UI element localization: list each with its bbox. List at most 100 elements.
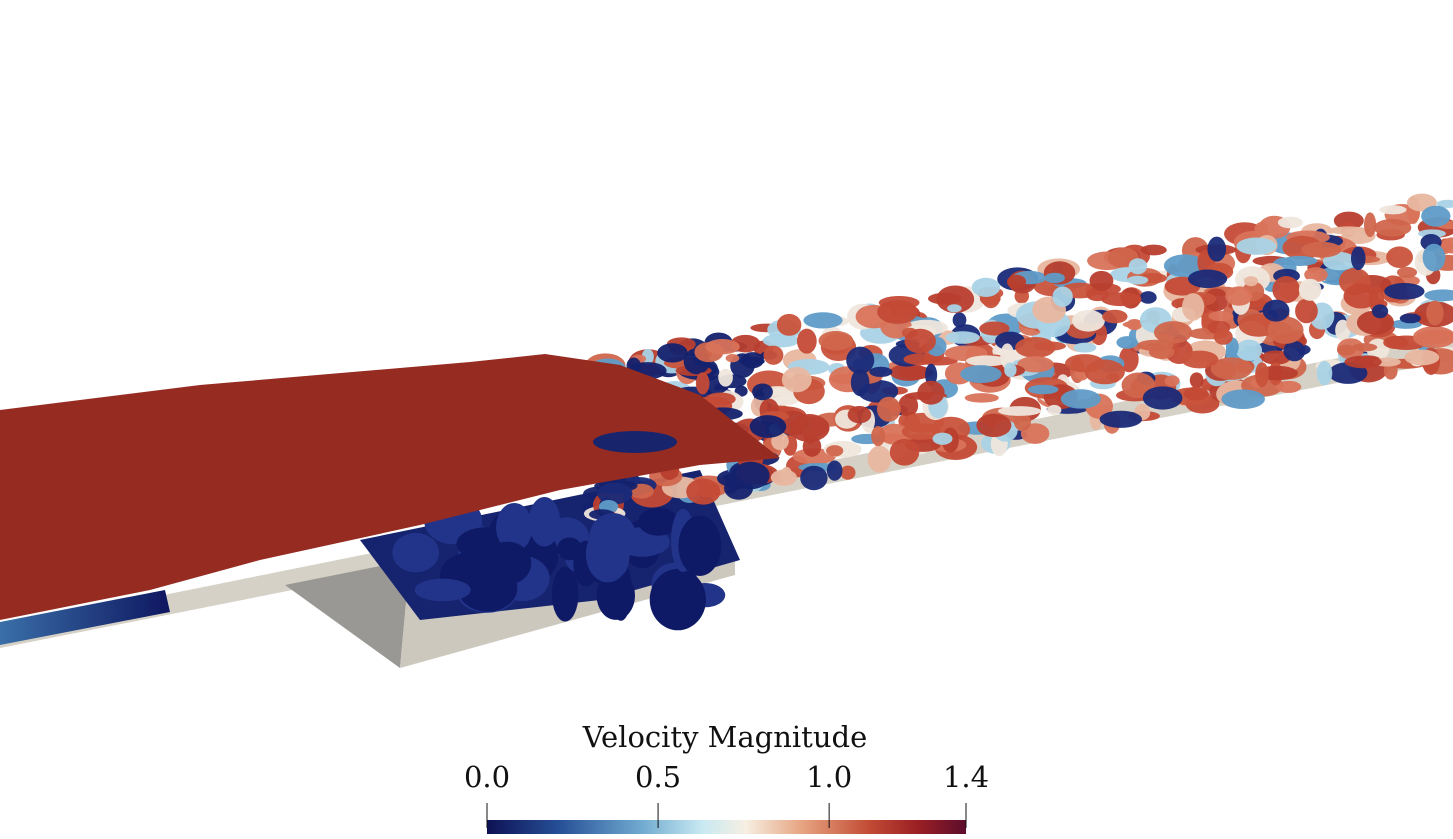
vortex-blob — [695, 372, 710, 395]
vortex-blob — [1426, 300, 1444, 326]
vortex-blob — [826, 445, 844, 457]
vortex-blob — [1371, 304, 1389, 319]
vortex-blob — [1295, 298, 1318, 324]
vortex-blob — [770, 469, 798, 486]
vortex-blob — [1017, 356, 1054, 373]
vortex-blob — [1128, 258, 1148, 275]
vortex-blob — [802, 436, 822, 457]
vortex-blob — [966, 355, 1008, 367]
vortex-blob — [976, 413, 1012, 438]
vortex-blob — [1180, 350, 1219, 369]
vortex-blob — [1436, 199, 1453, 208]
vortex-blob — [597, 482, 633, 505]
vortex-blob — [901, 423, 941, 440]
vortex-blob — [1421, 205, 1451, 227]
colorbar — [487, 820, 966, 834]
vortex-blob — [1333, 211, 1364, 230]
vortex-blob — [763, 345, 784, 365]
sheet-hole — [593, 431, 677, 453]
vortex-blob — [1322, 251, 1357, 271]
vortex-blob — [657, 343, 688, 363]
vortex-blob — [1153, 321, 1193, 344]
vortex-blob — [585, 525, 630, 583]
vortex-blob — [1404, 349, 1440, 366]
vortex-blob — [678, 515, 722, 576]
vortex-blob — [932, 432, 953, 445]
vortex-blob — [1101, 292, 1142, 307]
vortex-blob — [1277, 216, 1303, 229]
vortex-blob — [947, 304, 962, 313]
vortex-blob — [1140, 244, 1167, 256]
vortex-blob — [903, 353, 937, 366]
vortex-blob — [528, 497, 561, 547]
vortex-blob — [847, 405, 872, 424]
flow-scene — [0, 193, 1453, 668]
vortex-blob — [705, 339, 740, 355]
vortex-blob — [458, 549, 509, 587]
vortex-blob — [1350, 246, 1366, 271]
colorbar-title: Velocity Magnitude — [582, 720, 868, 754]
vortex-blob — [867, 445, 892, 473]
vortex-blob — [414, 578, 471, 602]
vortex-blob — [1424, 289, 1453, 302]
vortex-blob — [1336, 344, 1356, 356]
vortex-blob — [1344, 355, 1382, 369]
vortex-blob — [1099, 410, 1143, 428]
wall-strip — [0, 590, 170, 645]
vortex-blob — [1052, 286, 1073, 307]
vortex-blob — [1210, 357, 1253, 380]
vortex-blob — [1086, 287, 1109, 302]
vortex-blob — [1373, 218, 1412, 237]
vortex-blob — [1015, 336, 1056, 358]
vortex-blob — [917, 380, 945, 405]
vortex-blob — [596, 571, 636, 620]
vortex-blob — [1272, 276, 1301, 304]
shear-layer-sheet — [0, 354, 780, 620]
vortex-blob — [898, 394, 919, 417]
vortex-blob — [1379, 205, 1407, 215]
vortex-blob — [960, 365, 1002, 384]
vortex-blob — [649, 568, 706, 631]
vortex-blob — [1102, 309, 1128, 324]
vortex-blob — [1089, 270, 1114, 291]
vortex-blob — [705, 392, 736, 406]
vortex-blob — [1244, 276, 1258, 287]
vortex-blob — [1276, 380, 1302, 393]
tick-label: 0.5 — [635, 760, 681, 794]
vortex-blob — [876, 396, 901, 422]
vortex-blob — [979, 321, 1010, 336]
vortex-blob — [551, 566, 579, 622]
vortex-blob — [1006, 274, 1027, 290]
tick-label: 0.0 — [464, 760, 510, 794]
vortex-blob — [1187, 269, 1228, 289]
vortex-blob — [752, 383, 773, 401]
vortex-blob — [869, 366, 893, 377]
vortex-blob — [1084, 359, 1125, 385]
vortex-blob — [1283, 340, 1306, 362]
vortex-blob — [1262, 299, 1290, 322]
vortex-blob — [945, 331, 980, 344]
vortex-blob — [762, 333, 800, 348]
vortex-blob — [1014, 413, 1031, 432]
vortex-blob — [1208, 310, 1234, 322]
vortex-blob — [686, 478, 721, 505]
vortex-blob — [904, 328, 936, 354]
vortex-blob — [846, 346, 875, 374]
wedge-side — [285, 560, 410, 668]
vortex-blob — [871, 426, 886, 447]
vortex-blob — [818, 331, 854, 351]
vortex-blob — [877, 300, 918, 324]
vortex-blob — [1072, 309, 1105, 332]
vortex-blob — [971, 277, 1001, 297]
vortex-blob — [1225, 286, 1253, 306]
vortex-blob — [1044, 272, 1065, 284]
vortex-blob — [1073, 342, 1097, 353]
vortex-blob — [1116, 336, 1138, 349]
vortex-blob — [392, 532, 440, 573]
vortex-blob — [1126, 318, 1143, 331]
vortex-blob — [1301, 241, 1342, 258]
vortex-blob — [1189, 372, 1204, 389]
vortex-blob — [1060, 389, 1101, 409]
vortex-blob — [1384, 282, 1425, 300]
